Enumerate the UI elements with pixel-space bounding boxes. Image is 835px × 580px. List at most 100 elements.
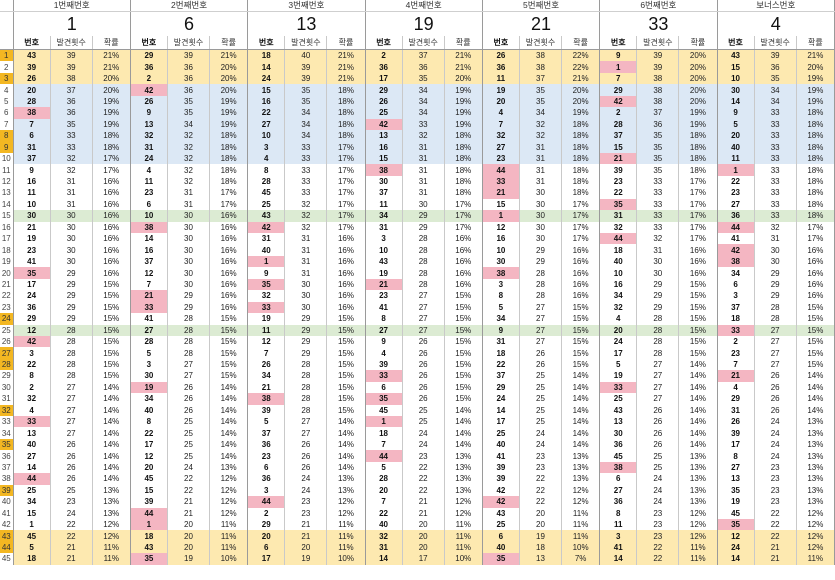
number-cell: 41 [482, 450, 520, 462]
count-cell: 23 [519, 461, 563, 474]
count-cell: 31 [519, 175, 563, 188]
number-cell: 2 [717, 335, 755, 348]
count-cell: 29 [519, 255, 563, 268]
number-cell: 5 [482, 301, 520, 314]
count-cell: 31 [284, 244, 328, 256]
row-index: 9 [0, 141, 14, 153]
count-cell: 31 [167, 187, 211, 199]
count-cell: 24 [636, 473, 680, 485]
percent-cell: 14% [209, 404, 249, 416]
count-cell: 26 [402, 393, 445, 405]
number-cell: 28 [130, 335, 168, 348]
number-cell: 24 [130, 152, 168, 165]
number-cell: 34 [247, 370, 286, 382]
percent-cell: 13% [796, 496, 835, 508]
number-cell: 25 [599, 393, 638, 405]
count-cell: 28 [284, 381, 328, 394]
number-cell: 14 [717, 553, 755, 565]
count-cell: 34 [519, 107, 563, 119]
column-header-num: 번호 [599, 36, 638, 50]
count-cell: 35 [636, 141, 680, 153]
percent-cell: 15% [209, 324, 249, 336]
number-cell: 28 [599, 118, 638, 131]
count-cell: 33 [284, 141, 328, 153]
count-cell: 23 [636, 507, 680, 519]
percent-cell: 17% [326, 221, 366, 233]
number-cell: 10 [365, 244, 403, 256]
count-cell: 23 [636, 518, 680, 531]
number-cell: 30 [130, 370, 168, 382]
percent-cell: 11% [444, 518, 483, 531]
table-row: 18 23 30 16% 16 30 16% 40 31 16% 10 28 16% 10 29 16% 18 3… [0, 244, 835, 256]
percent-cell: 20% [209, 61, 249, 73]
number-cell: 1 [717, 164, 755, 176]
number-cell: 6 [247, 461, 286, 474]
count-cell: 26 [519, 358, 563, 371]
number-cell: 21 [247, 381, 286, 394]
percent-cell: 12% [796, 507, 835, 519]
percent-cell: 16% [326, 301, 366, 314]
row-index: 22 [0, 290, 14, 302]
count-cell: 22 [754, 530, 797, 542]
table-row: 37 14 26 14% 20 24 13% 6 26 14% 5 22 13% 39 23 13% 38 25 1… [0, 461, 835, 474]
number-cell: 16 [130, 244, 168, 256]
percent-cell: 19% [444, 118, 483, 131]
count-cell: 28 [50, 370, 93, 382]
count-cell: 30 [402, 198, 445, 211]
number-cell: 29 [717, 393, 755, 405]
percent-cell: 11% [561, 507, 601, 519]
percent-cell: 12% [92, 518, 131, 531]
percent-cell: 15% [326, 370, 366, 382]
count-cell: 32 [519, 130, 563, 142]
percent-cell: 14% [326, 438, 366, 451]
percent-cell: 11% [92, 553, 131, 565]
percent-cell: 15% [209, 358, 249, 371]
count-cell: 31 [402, 141, 445, 153]
table-row: 5 28 36 19% 26 35 19% 16 35 18% 26 34 19% 20 35 20% 42 38… [0, 95, 835, 108]
percent-cell: 16% [209, 278, 249, 291]
count-cell: 29 [284, 324, 328, 336]
column-header-count: 발견횟수 [50, 36, 93, 50]
number-cell: 1 [599, 61, 638, 73]
column-header-num: 번호 [130, 36, 168, 50]
count-cell: 29 [402, 221, 445, 233]
number-cell: 21 [717, 370, 755, 382]
number-cell: 11 [482, 72, 520, 85]
percent-cell: 14% [92, 461, 131, 474]
count-cell: 35 [402, 72, 445, 85]
percent-cell: 15% [678, 335, 718, 348]
count-cell: 28 [402, 278, 445, 291]
percent-cell: 12% [209, 507, 249, 519]
percent-cell: 20% [678, 49, 718, 62]
count-cell: 33 [50, 141, 93, 153]
table-row: 15 30 30 16% 10 30 16% 43 32 17% 34 29 17% 1 30 17% 31 33… [0, 210, 835, 222]
number-cell: 32 [13, 393, 51, 405]
count-cell: 34 [754, 84, 797, 96]
percent-cell: 14% [444, 438, 483, 451]
number-cell: 7 [365, 438, 403, 451]
number-cell: 41 [13, 255, 51, 268]
count-cell: 20 [284, 541, 328, 554]
ball-title-5: 5번째번호 [482, 0, 601, 12]
percent-cell: 15% [92, 290, 131, 302]
row-index: 38 [0, 473, 14, 485]
count-cell: 39 [754, 49, 797, 62]
count-cell: 27 [402, 290, 445, 302]
percent-cell: 18% [796, 152, 835, 165]
number-cell: 33 [482, 175, 520, 188]
percent-cell: 19% [444, 95, 483, 108]
percent-cell: 14% [796, 381, 835, 394]
number-cell: 11 [130, 175, 168, 188]
percent-cell: 17% [326, 187, 366, 199]
ball-number-2: 6 [130, 11, 249, 36]
number-cell: 40 [717, 141, 755, 153]
count-cell: 27 [50, 381, 93, 394]
number-cell: 6 [13, 130, 51, 142]
count-cell: 35 [284, 84, 328, 96]
percent-cell: 18% [561, 141, 601, 153]
count-cell: 21 [284, 530, 328, 542]
percent-cell: 16% [561, 290, 601, 302]
percent-cell: 18% [444, 130, 483, 142]
row-index: 15 [0, 210, 14, 222]
percent-cell: 20% [678, 72, 718, 85]
